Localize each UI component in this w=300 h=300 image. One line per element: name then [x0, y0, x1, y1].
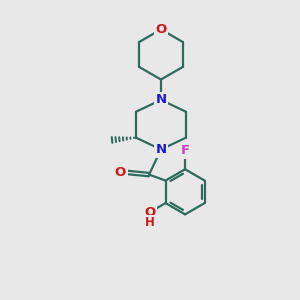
Text: O: O — [115, 166, 126, 178]
Text: H: H — [145, 217, 155, 230]
Text: O: O — [155, 23, 167, 36]
Text: F: F — [181, 144, 190, 157]
Text: N: N — [155, 93, 167, 106]
Text: O: O — [145, 206, 156, 218]
Text: N: N — [155, 143, 167, 156]
